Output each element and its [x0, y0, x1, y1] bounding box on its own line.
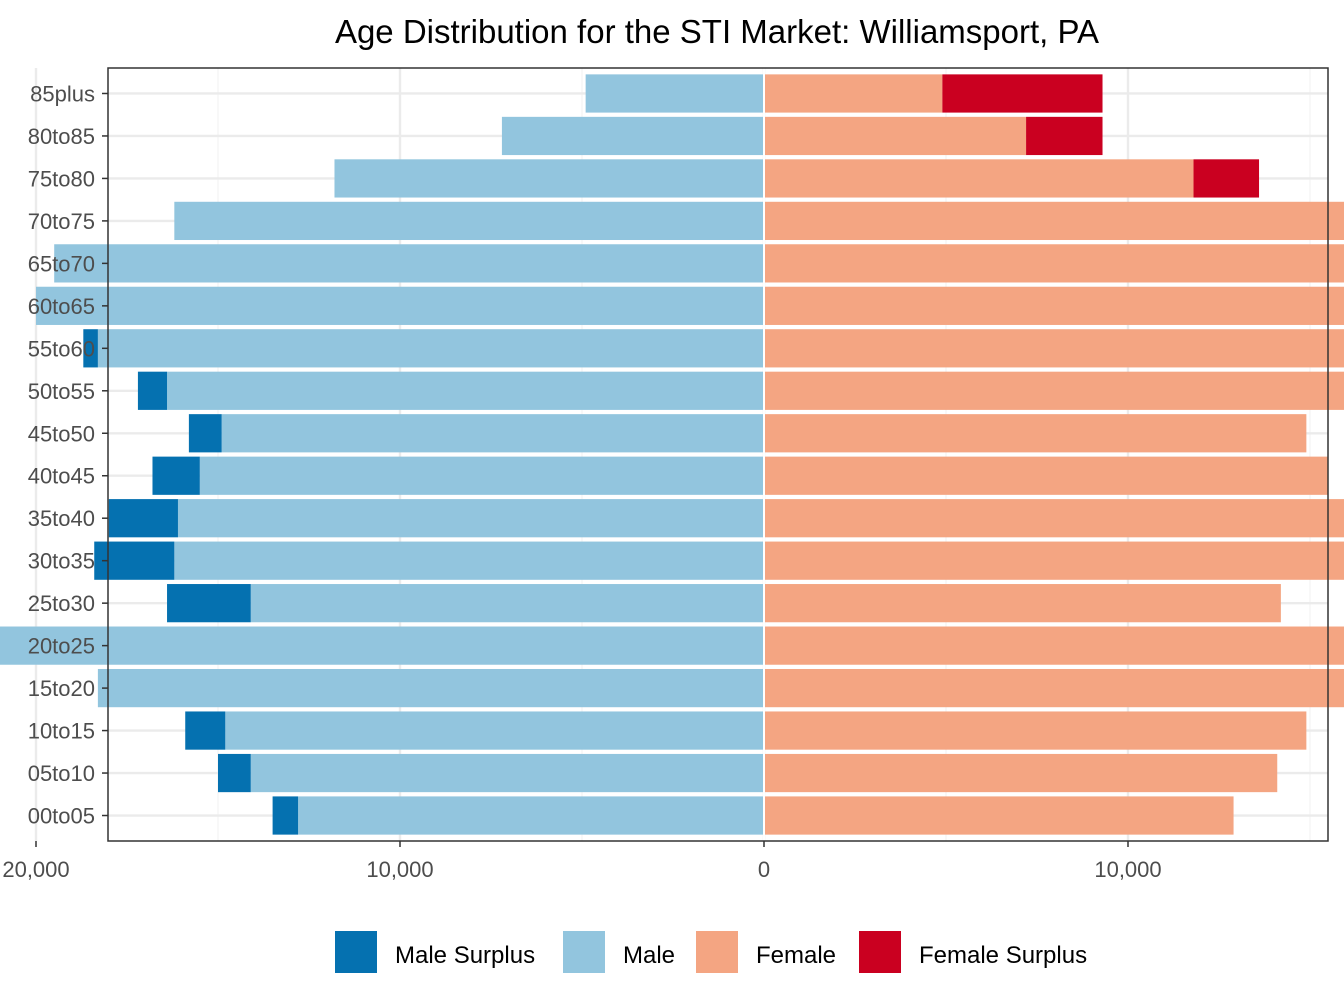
bar-female-05to10: [764, 753, 1278, 793]
bar-female-85plus: [764, 74, 943, 113]
bar-male-65to70: [54, 244, 764, 283]
y-tick-label-05to10: 05to10: [28, 761, 95, 786]
bar-male-00to05: [298, 796, 764, 835]
bar-male-surplus-25to30: [167, 584, 251, 623]
y-tick-label-75to80: 75to80: [28, 166, 95, 191]
y-tick-label-40to45: 40to45: [28, 464, 95, 489]
y-tick-label-55to60: 55to60: [28, 336, 95, 361]
x-tick-label: 10,000: [1094, 857, 1161, 882]
y-tick-label-65to70: 65to70: [28, 251, 95, 276]
legend-label-male-surplus: Male Surplus: [395, 942, 535, 969]
bar-male-surplus-05to10: [218, 753, 251, 793]
y-tick-label-50to55: 50to55: [28, 379, 95, 404]
legend-label-female: Female: [756, 942, 836, 969]
y-tick-label-30to35: 30to35: [28, 549, 95, 574]
y-tick-label-85plus: 85plus: [30, 81, 95, 106]
legend-key-male: [563, 931, 605, 973]
bar-male-surplus-10to15: [185, 711, 226, 750]
y-tick-label-80to85: 80to85: [28, 124, 95, 149]
panel-border: [107, 67, 1329, 842]
bar-male-20to25: [0, 626, 765, 665]
bar-female-80to85: [764, 116, 1027, 156]
bar-female-40to45: [764, 456, 1329, 495]
bar-female-55to60: [764, 329, 1344, 368]
bar-female-surplus-80to85: [1026, 116, 1103, 156]
bar-male-surplus-45to50: [188, 414, 222, 453]
bar-female-30to35: [764, 541, 1344, 580]
bar-female-65to70: [764, 244, 1344, 283]
y-tick-label-15to20: 15to20: [28, 676, 95, 701]
bar-male-40to45: [199, 456, 765, 495]
legend-label-male: Male: [623, 942, 675, 969]
bar-male-75to80: [334, 159, 764, 198]
y-tick-label-35to40: 35to40: [28, 506, 95, 531]
bar-female-10to15: [764, 711, 1307, 750]
bar-male-85plus: [585, 74, 764, 113]
bar-male-50to55: [167, 371, 765, 410]
bar-male-surplus-00to05: [272, 796, 299, 835]
chart-title: Age Distribution for the STI Market: Wil…: [335, 13, 1099, 50]
y-axis: 00to05 05to10 10to15 15to20 20to25 25to30 30to…: [28, 81, 108, 829]
bar-male-05to10: [250, 753, 764, 793]
bar-female-00to05: [764, 796, 1234, 835]
bar-male-surplus-35to40: [108, 499, 178, 538]
bar-male-10to15: [225, 711, 764, 750]
bar-male-surplus-40to45: [152, 456, 200, 495]
bar-female-75to80: [764, 159, 1194, 198]
bar-male-15to20: [97, 668, 764, 708]
bar-male-45to50: [221, 414, 764, 453]
y-tick-label-60to65: 60to65: [28, 294, 95, 319]
bar-female-20to25: [764, 626, 1344, 665]
bar-male-80to85: [501, 116, 764, 156]
bar-male-30to35: [174, 541, 764, 580]
bar-male-55to60: [97, 329, 764, 368]
legend-label-female-surplus: Female Surplus: [919, 942, 1087, 969]
legend-key-male-surplus: [335, 931, 377, 973]
y-tick-label-10to15: 10to15: [28, 719, 95, 744]
x-tick-label: 0: [758, 857, 770, 882]
y-tick-label-25to30: 25to30: [28, 591, 95, 616]
bar-male-60to65: [36, 286, 764, 325]
bar-female-surplus-75to80: [1193, 159, 1260, 198]
bar-female-60to65: [764, 286, 1344, 325]
bar-female-35to40: [764, 499, 1344, 538]
bar-female-25to30: [764, 584, 1281, 623]
y-tick-label-00to05: 00to05: [28, 804, 95, 829]
bar-male-35to40: [177, 499, 764, 538]
bar-male-surplus-50to55: [137, 371, 168, 410]
bar-male-surplus-55to60: [83, 329, 98, 368]
x-tick-label: 10,000: [366, 857, 433, 882]
y-tick-label-45to50: 45to50: [28, 421, 95, 446]
bar-female-70to75: [764, 201, 1344, 241]
bar-male-70to75: [174, 201, 764, 241]
bar-female-surplus-85plus: [942, 74, 1103, 113]
bar-layer: [0, 68, 1344, 841]
legend: Male Surplus Male Female Female Surplus: [335, 931, 1087, 973]
y-tick-label-70to75: 70to75: [28, 209, 95, 234]
legend-key-female: [696, 931, 738, 973]
y-tick-label-20to25: 20to25: [28, 634, 95, 659]
bar-female-45to50: [764, 414, 1307, 453]
bar-female-50to55: [764, 371, 1344, 410]
legend-key-female-surplus: [859, 931, 901, 973]
x-tick-label: 20,000: [2, 857, 69, 882]
bar-female-15to20: [764, 668, 1344, 708]
bar-male-25to30: [250, 584, 764, 623]
